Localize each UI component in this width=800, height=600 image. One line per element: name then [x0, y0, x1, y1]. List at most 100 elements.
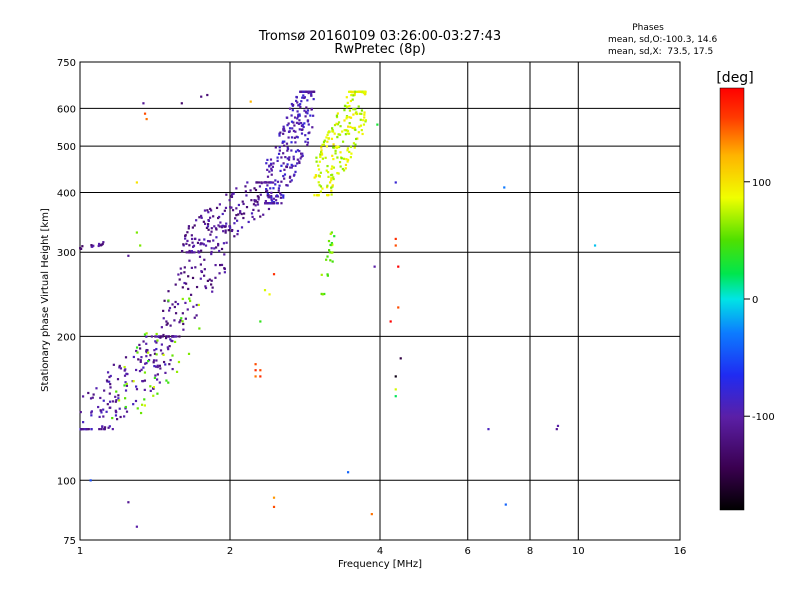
data-point [162, 353, 165, 356]
data-point [291, 109, 294, 112]
data-point [102, 415, 105, 418]
data-point [187, 352, 191, 355]
data-point [87, 391, 90, 395]
data-point [290, 141, 293, 144]
data-point [108, 392, 111, 395]
data-point [181, 320, 184, 323]
data-point [298, 128, 301, 131]
data-point [318, 174, 321, 178]
data-point [301, 154, 304, 157]
data-point [349, 125, 352, 128]
data-point [266, 168, 269, 171]
data-point [337, 172, 340, 175]
data-point [253, 200, 257, 203]
data-point [318, 184, 321, 187]
data-point [156, 339, 159, 342]
data-point [285, 142, 289, 145]
data-point [394, 244, 397, 247]
data-point [198, 327, 201, 330]
data-point [338, 161, 342, 164]
data-point [125, 410, 129, 413]
data-point [319, 185, 323, 188]
data-point [124, 368, 127, 371]
data-point [264, 202, 267, 205]
data-point [364, 119, 368, 122]
data-point [328, 130, 331, 133]
y-axis-label: Stationary phase Virtual Height [km] [40, 208, 51, 392]
data-point [178, 335, 181, 338]
data-point [87, 428, 90, 431]
data-point [167, 290, 170, 293]
data-point [253, 218, 256, 221]
data-point [329, 232, 332, 236]
data-point [341, 130, 344, 133]
data-point [272, 197, 276, 200]
data-point [158, 364, 161, 367]
data-point [164, 371, 167, 374]
data-point [166, 346, 169, 349]
data-point [343, 129, 346, 132]
colorbar: [deg] 100 0 -100 [716, 70, 775, 511]
data-point [258, 181, 261, 184]
data-point [167, 348, 170, 351]
data-point [338, 133, 342, 136]
data-point [106, 403, 109, 406]
data-point [210, 230, 213, 233]
data-point [330, 137, 334, 140]
data-point [325, 186, 329, 189]
data-point [152, 359, 156, 362]
data-point [287, 136, 290, 139]
y-tick-label: 600 [57, 104, 76, 115]
data-point [334, 152, 337, 155]
data-point [321, 157, 324, 160]
data-point [330, 189, 333, 192]
data-point [181, 312, 184, 315]
data-point [124, 381, 127, 384]
data-point [126, 372, 129, 376]
data-point [297, 104, 300, 107]
data-point [97, 405, 100, 409]
data-point [399, 357, 402, 360]
data-point [330, 242, 333, 245]
data-point [314, 174, 317, 177]
data-point [292, 158, 295, 161]
data-point [97, 242, 101, 246]
data-point [362, 119, 365, 122]
data-point [326, 164, 329, 168]
data-point [331, 251, 334, 254]
data-point [266, 158, 269, 162]
data-point [397, 306, 400, 309]
data-point [187, 225, 191, 228]
data-point [107, 426, 110, 429]
data-point [331, 130, 335, 133]
data-point [344, 163, 348, 167]
data-point [272, 496, 276, 499]
data-point [183, 266, 186, 269]
data-point [282, 152, 285, 155]
data-point [165, 323, 168, 326]
data-point [266, 189, 269, 192]
data-point [306, 99, 309, 102]
data-point [118, 407, 121, 410]
data-point [326, 184, 329, 187]
data-point [270, 173, 273, 176]
data-point [345, 96, 348, 99]
data-point [279, 196, 283, 199]
data-point [244, 185, 247, 188]
data-point [250, 212, 254, 215]
data-point [81, 395, 85, 398]
data-point [213, 247, 216, 250]
data-point [274, 179, 277, 182]
data-point [343, 119, 346, 122]
data-point [344, 133, 347, 136]
data-point [235, 207, 238, 210]
data-point [283, 140, 286, 143]
data-point [256, 200, 259, 204]
y-tick-label: 300 [57, 248, 76, 259]
data-point [269, 202, 272, 205]
data-point [306, 112, 309, 115]
data-point [290, 149, 293, 152]
data-point [154, 340, 157, 343]
data-point [184, 317, 187, 320]
data-point [300, 155, 303, 158]
